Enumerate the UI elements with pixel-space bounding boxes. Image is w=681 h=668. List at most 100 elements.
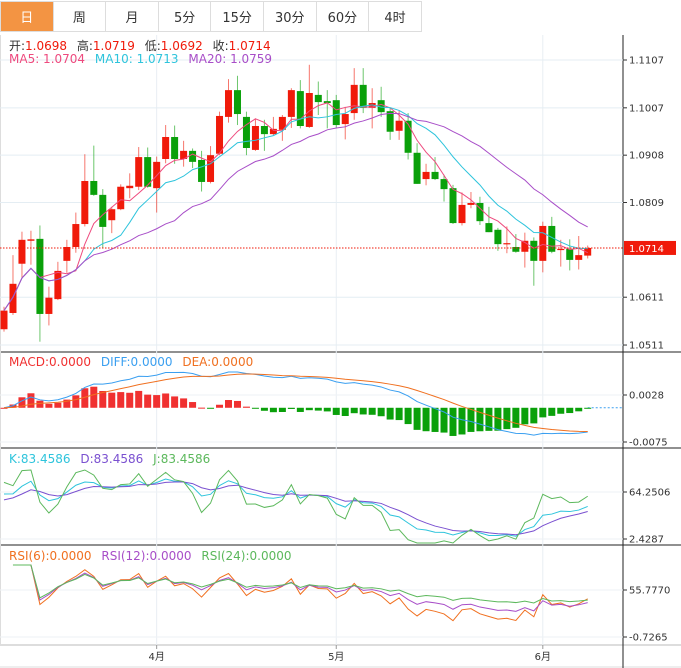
macd-bar — [386, 407, 394, 420]
candle-up — [162, 136, 170, 159]
ohlc-legend: 开:1.0698 高:1.0719 低:1.0692 收:1.0714 — [9, 37, 277, 54]
macd-bar — [341, 407, 349, 417]
candle-down — [90, 180, 98, 195]
macd-bar — [323, 407, 331, 412]
candle-down — [296, 91, 304, 126]
ma5-line — [3, 102, 588, 311]
candle-up — [269, 128, 277, 135]
kdj-axis-label: 2.4287 — [629, 535, 664, 546]
candle-up — [0, 310, 8, 330]
candle-down — [476, 202, 484, 222]
candle-up — [153, 161, 161, 189]
candle-down — [314, 94, 322, 103]
candle-down — [260, 125, 268, 135]
x-axis-label: 5月 — [328, 651, 344, 663]
macd-bar — [18, 397, 26, 408]
candle-up — [467, 202, 475, 205]
tab-5[interactable]: 30分 — [262, 2, 316, 31]
period-tabs: 日周月 5分 15分 30分 60分 4时 — [0, 1, 422, 32]
diff-line — [3, 371, 588, 436]
k-line — [3, 478, 588, 537]
macd-bar — [269, 407, 277, 413]
tab-2[interactable]: 月 — [105, 2, 158, 31]
macd-bar — [404, 407, 412, 425]
macd-bar — [180, 398, 188, 408]
tab-4[interactable]: 15分 — [210, 2, 263, 31]
x-axis-label: 4月 — [148, 651, 164, 663]
candle-up — [81, 180, 89, 225]
high-label: 高: — [76, 39, 93, 53]
candle-up — [18, 239, 26, 264]
candle-down — [99, 194, 107, 227]
macd-bar — [476, 407, 484, 432]
macd-bar — [557, 407, 565, 414]
rsi6-line — [12, 564, 588, 622]
macd-bar — [225, 400, 232, 408]
macd-bar — [189, 402, 197, 408]
candle-down — [189, 150, 197, 162]
candle-down — [377, 100, 385, 113]
x-axis-label: 6月 — [535, 651, 551, 663]
candle-down — [440, 179, 448, 190]
macd-axis-label: 0.0028 — [629, 391, 664, 402]
candle-down — [404, 120, 412, 153]
macd-bar — [368, 407, 376, 415]
candle-down — [449, 188, 457, 224]
candle-up — [207, 155, 215, 182]
macd-bar — [413, 407, 421, 430]
macd-bar — [171, 396, 179, 408]
d-value: D:83.4586 — [80, 452, 144, 466]
rsi24-line — [12, 564, 588, 604]
candle-up — [557, 248, 565, 251]
candle-up — [45, 297, 53, 314]
dea-line — [3, 373, 588, 433]
macd-bar — [63, 399, 71, 408]
rsi6-value: RSI(6):0.0000 — [9, 549, 92, 563]
candle-down — [566, 248, 574, 260]
open-label: 开: — [9, 39, 26, 53]
macd-bar — [207, 407, 215, 409]
candle-down — [323, 101, 331, 104]
tab-1[interactable]: 周 — [52, 2, 106, 31]
price-axis-label: 1.1007 — [629, 103, 664, 114]
macd-axis-label: -0.0075 — [629, 438, 668, 449]
tab-3[interactable]: 5分 — [157, 2, 211, 31]
candle-up — [287, 90, 295, 117]
candle-down — [359, 84, 367, 108]
candle-up — [539, 225, 547, 261]
d-line — [3, 481, 588, 536]
candle-down — [242, 116, 250, 148]
candle-up — [126, 185, 134, 189]
macd-bar — [162, 393, 170, 408]
candle-down — [36, 238, 44, 314]
candle-up — [63, 246, 71, 261]
rsi-axis-label: 55.7770 — [629, 586, 670, 597]
ma10-line — [3, 104, 588, 311]
low-label: 低: — [144, 39, 161, 53]
candle-down — [512, 246, 520, 252]
candle-down — [548, 225, 556, 252]
rsi24-value: RSI(24):0.0000 — [201, 549, 292, 563]
macd-bar — [0, 407, 8, 409]
ma10-value: MA10: 1.0713 — [94, 52, 179, 66]
tab-6[interactable]: 60分 — [315, 2, 369, 31]
macd-bar — [332, 407, 340, 415]
macd-bar — [494, 407, 502, 431]
candle-up — [341, 114, 349, 125]
macd-bar — [566, 407, 574, 414]
candle-up — [395, 120, 403, 131]
candle-up — [251, 125, 259, 150]
tab-7[interactable]: 4时 — [368, 2, 421, 31]
candle-down — [530, 240, 538, 261]
macd-bar — [45, 403, 53, 408]
candle-up — [368, 103, 376, 108]
macd-bar — [278, 407, 286, 412]
tab-0[interactable]: 日 — [0, 2, 53, 31]
macd-bar — [431, 407, 439, 432]
candle-up — [422, 171, 430, 180]
macd-bar — [242, 406, 250, 408]
rsi12-line — [12, 564, 588, 612]
close-value: 1.0714 — [228, 39, 271, 53]
kdj-legend: K:83.4586 D:83.4586 J:83.4586 — [9, 452, 216, 466]
